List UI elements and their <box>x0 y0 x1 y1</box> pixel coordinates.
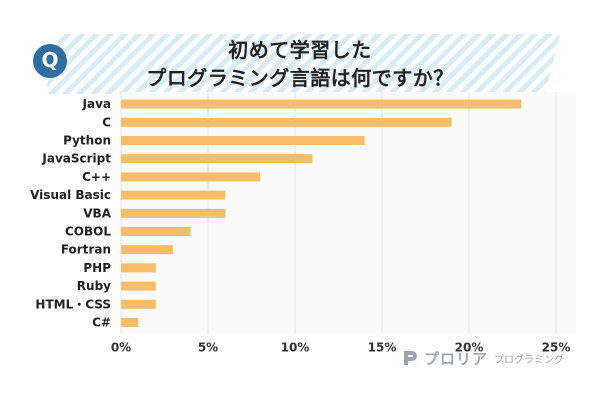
x-tick-label: 20% <box>455 341 484 355</box>
y-category-label: C# <box>92 316 111 330</box>
bar <box>121 117 452 127</box>
bar <box>121 318 139 327</box>
y-category-label: JavaScript <box>41 152 111 166</box>
title-banner: Q 初めて学習した プログラミング言語は何ですか？ <box>0 0 600 96</box>
y-category-label: HTML・CSS <box>35 297 111 311</box>
bar <box>121 208 226 218</box>
y-category-label: Java <box>82 97 111 111</box>
bar <box>121 172 261 182</box>
bar <box>121 136 365 145</box>
bar <box>121 263 156 273</box>
bar <box>121 190 226 200</box>
chart-title-line-2: プログラミング言語は何ですか？ <box>146 66 454 90</box>
p-logo-icon <box>404 351 417 365</box>
bar <box>121 245 174 255</box>
y-category-label: VBA <box>83 206 111 220</box>
brand-logo: プロリア プログラミング <box>400 346 564 370</box>
bar <box>121 227 191 236</box>
y-category-label: Visual Basic <box>30 188 111 202</box>
x-tick-label: 15% <box>368 341 397 355</box>
banner-stripes <box>45 34 560 94</box>
y-category-label: C++ <box>82 170 111 184</box>
y-category-label: Ruby <box>77 279 111 293</box>
bar <box>121 299 156 309</box>
bar <box>121 154 313 164</box>
y-category-label: C <box>102 115 111 129</box>
x-tick-label: 5% <box>198 341 218 355</box>
chart-title-line-1: 初めて学習した <box>228 38 372 62</box>
brand-name: プロリア <box>424 349 489 368</box>
y-category-label: Python <box>63 134 111 148</box>
bar-chart: 0% 5% 10% 15% 20% 25% Java C Python JavaScript C++… <box>30 92 576 355</box>
bar <box>121 281 156 291</box>
banner-background <box>45 34 560 94</box>
bar <box>121 99 522 109</box>
question-badge: Q <box>33 44 67 78</box>
y-category-label: PHP <box>83 261 111 275</box>
x-tick-label: 0% <box>111 341 131 355</box>
y-category-label: Fortran <box>61 243 111 257</box>
x-tick-label: 10% <box>281 341 310 355</box>
y-category-label: COBOL <box>65 225 111 239</box>
question-badge-label: Q <box>41 48 59 72</box>
brand-subtitle: プログラミング <box>494 354 565 366</box>
x-tick-label: 25% <box>542 341 571 355</box>
